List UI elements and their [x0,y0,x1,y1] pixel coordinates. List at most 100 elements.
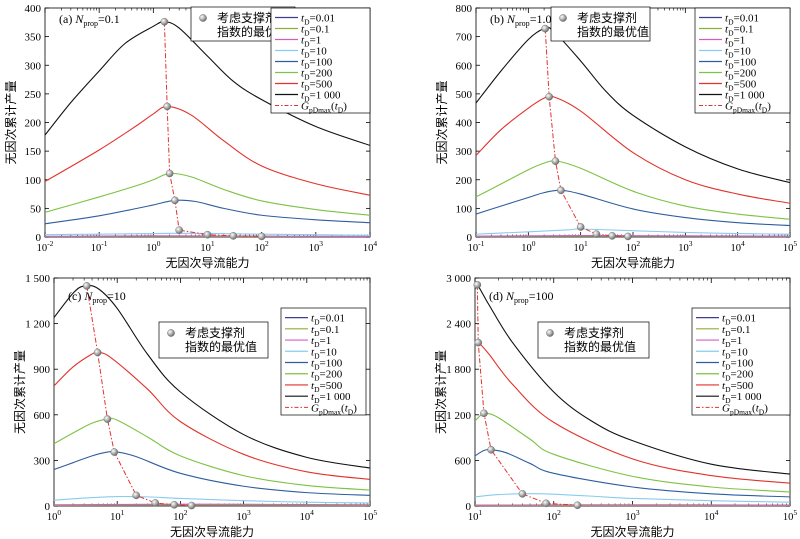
optimal-point [624,232,632,241]
y-tick-label: 800 [456,3,473,15]
optimal-point [573,501,582,510]
annotation-text: 指数的最优值 [577,24,649,39]
annotation-text: 考虑支撑剂 [185,325,245,340]
series-line-td-10 [45,232,370,236]
x-tick-label: 101 [574,239,589,254]
annotation-text: 考虑支撑剂 [577,10,637,25]
series-group [45,21,370,237]
optimal-curve [163,21,262,237]
x-tick-label: 101 [200,239,215,254]
optimal-point [175,226,183,234]
y-tick-label: 1 800 [446,364,471,376]
legend-entry: tD=1 000 [722,391,762,405]
legend-entry: tD=100 [311,358,343,372]
legend-entry: tD=10 [301,46,327,60]
legend-entry: tD=1 000 [725,90,765,104]
y-tick-label: 250 [25,89,42,101]
legend-entry: tD=500 [722,380,754,394]
y-tick-label: 600 [456,60,473,72]
x-tick-label: 104 [731,239,746,254]
annotation-marker [546,329,554,337]
y-axis-label: 无因次累计产量 [13,350,27,434]
optimal-point [151,499,160,507]
panel-label: (d) Nprop=100 [489,289,553,305]
legend-entry: tD=10 [311,346,337,360]
legend-entry: tD=0.01 [725,13,759,27]
x-tick-label: 100 [521,239,536,254]
annotation-marker [199,14,207,22]
legend-entry: tD=200 [722,369,754,383]
optimal-point [557,186,565,195]
annotation-marker [167,329,175,337]
legend-entry-gmax: GpDmax(tD) [722,402,768,416]
series-group [476,26,790,237]
chart-panel-a: 0 50 100 150 200 250 300 350 400 10-2 10-1 100 101 10… [4,3,377,270]
x-tick-label: 102 [547,508,562,523]
optimal-point [82,282,91,290]
legend-entry: tD=200 [301,68,333,82]
series-line-td-10 [476,228,790,235]
panel-label: (c) Nprop=10 [68,289,126,305]
y-tick-label: 100 [456,203,473,215]
optimal-point [103,415,112,423]
y-tick-label: 600 [455,455,472,467]
series-line-td-100 [475,449,790,498]
x-tick-label: 100 [47,508,62,523]
annotation-text: 考虑支撑剂 [217,10,277,25]
series-line-td-1 [54,503,370,506]
legend-box [691,307,791,416]
x-axis-label: 无因次导流能力 [591,256,675,270]
series-line-td-1 [45,235,370,237]
y-axis-label: 无因次累计产量 [4,80,18,164]
series-line-td-100 [476,189,790,227]
x-tick-label: 103 [678,239,693,254]
legend-entry: tD=500 [301,79,333,93]
y-tick-label: 2 400 [446,319,471,331]
legend-entry-gmax: GpDmax(tD) [301,101,347,115]
x-axis-label: 无因次导流能力 [170,525,254,539]
y-tick-label: 500 [456,89,473,101]
legend-entry: tD=1 000 [311,391,351,405]
series-line-td-200 [476,160,790,220]
x-tick-label: 103 [309,239,324,254]
legend-box [270,7,371,114]
optimal-point [163,102,171,111]
series-line-td-100 [45,199,370,225]
legend-entry: tD=0.01 [301,13,335,27]
series-line-td-500 [476,95,790,204]
x-tick-label: 101 [468,508,483,523]
x-axis-label: 无因次导流能力 [165,256,249,270]
legend-entry: tD=0.1 [311,324,339,338]
annotation-text: 指数的最优值 [185,339,257,354]
optimal-point [93,348,102,357]
optimal-point [545,92,553,101]
x-tick-label: 100 [146,239,161,254]
legend-box [694,7,791,114]
optimal-point [187,501,196,510]
y-tick-label: 100 [25,175,42,187]
legend-entry-gmax: GpDmax(tD) [725,101,771,115]
series-line-td-100 [54,450,370,496]
y-tick-label: 900 [34,364,51,376]
y-tick-label: 150 [25,146,42,158]
x-tick-label: 104 [704,508,719,523]
y-tick-label: 0 [466,501,472,513]
panel-label: (b) Nprop=1.0 [490,12,551,28]
optimal-point [165,169,174,178]
y-tick-label: 1 200 [446,410,471,422]
optimal-point [551,157,560,165]
x-tick-label: 103 [236,508,251,523]
series-line-td-1000 [476,26,790,184]
x-tick-label: 102 [626,239,641,254]
optimal-point [474,338,483,347]
x-tick-label: 103 [625,508,640,523]
chart-panel-d: 0 600 1 200 1 800 2 400 3 000 101 102 103 104 105 无… [434,273,797,539]
series-line-td-10 [475,493,790,503]
legend-entry: tD=0.01 [722,313,756,327]
optimal-point [132,491,141,500]
x-axis-label: 无因次导流能力 [590,525,674,539]
y-tick-label: 200 [25,118,42,130]
y-tick-label: 300 [34,455,51,467]
annotation-text: 指数的最优值 [564,339,636,354]
